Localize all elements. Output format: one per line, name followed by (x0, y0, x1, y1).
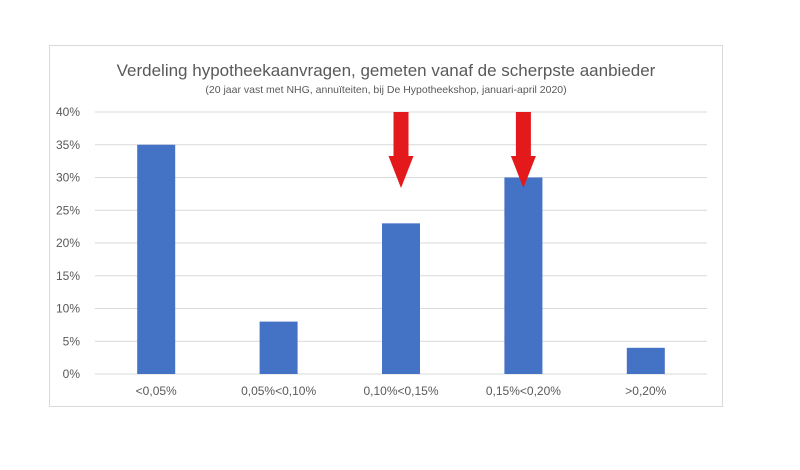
y-tick-label: 0% (63, 367, 81, 381)
x-tick-label: 0,15%<0,20% (486, 384, 561, 398)
x-tick-label: 0,05%<0,10% (241, 384, 316, 398)
y-tick-label: 25% (56, 203, 80, 217)
x-tick-label: <0,05% (136, 384, 177, 398)
bar-0 (137, 144, 176, 374)
chart-subtitle: (20 jaar vast met NHG, annuïteiten, bij … (205, 84, 566, 96)
arrow-icon (388, 112, 414, 188)
bar-4 (626, 347, 665, 374)
y-tick-label: 30% (56, 171, 80, 185)
x-axis-ticks: <0,05% 0,05%<0,10% 0,10%<0,15% 0,15%<0,20% >… (136, 384, 667, 398)
arrow-icon (510, 112, 536, 188)
y-tick-label: 10% (56, 302, 80, 316)
y-tick-label: 40% (56, 105, 80, 119)
bar-1 (259, 321, 298, 374)
y-tick-label: 15% (56, 269, 80, 283)
bars (137, 144, 665, 374)
y-tick-label: 5% (63, 334, 81, 348)
annotation-arrows (388, 112, 536, 188)
x-tick-label: 0,10%<0,15% (363, 384, 438, 398)
y-tick-label: 35% (56, 138, 80, 152)
y-tick-label: 20% (56, 236, 80, 250)
x-tick-label: >0,20% (625, 384, 666, 398)
bar-3 (504, 177, 543, 374)
y-axis-ticks: 0% 5% 10% 15% 20% 25% 30% 35% 40% (56, 105, 80, 381)
bar-2 (382, 223, 420, 374)
chart-title: Verdeling hypotheekaanvragen, gemeten va… (117, 61, 656, 80)
